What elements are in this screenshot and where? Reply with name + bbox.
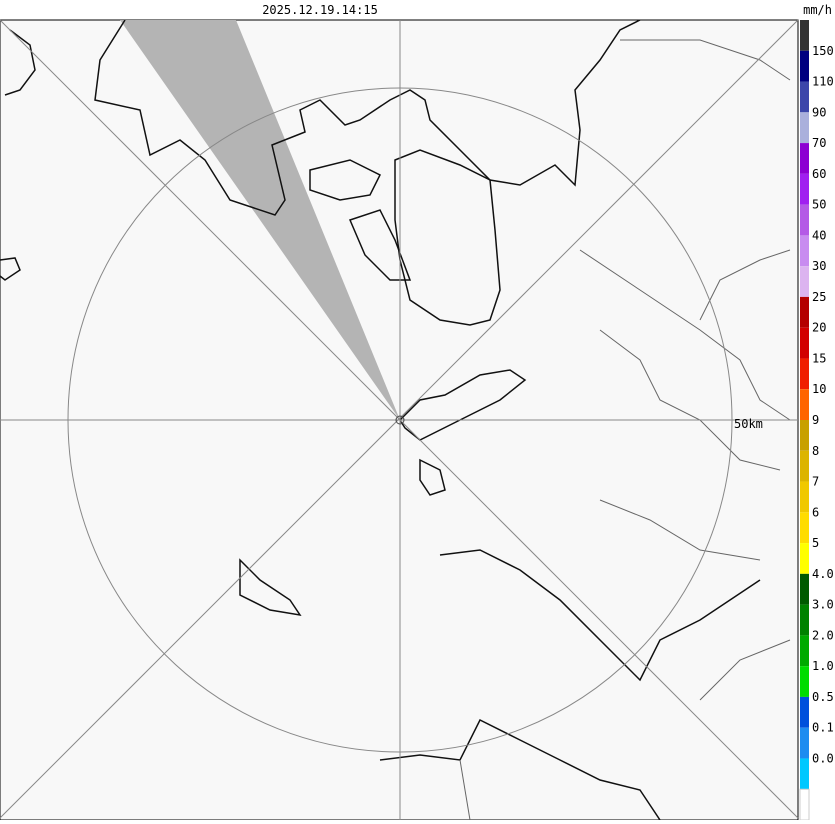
legend-swatch bbox=[800, 543, 809, 574]
legend-swatch bbox=[800, 235, 809, 267]
legend-label: 0.0 bbox=[812, 751, 834, 765]
range-label: 50km bbox=[734, 417, 763, 431]
legend-label: 3.0 bbox=[812, 598, 834, 612]
legend-swatch bbox=[800, 389, 809, 420]
crosshair bbox=[0, 19, 799, 819]
legend-swatch bbox=[800, 758, 809, 790]
radar-beam-block bbox=[120, 20, 400, 420]
range-ring bbox=[67, 87, 733, 753]
legend: 150 110 90 70 60 50 40 30 25 20 15 10 9 8 7 6 5 4.0 3.0 2.0… bbox=[799, 20, 834, 821]
legend-swatch bbox=[800, 20, 809, 51]
legend-label: 20 bbox=[812, 321, 826, 335]
legend-label: 10 bbox=[812, 382, 826, 396]
legend-swatch bbox=[800, 358, 809, 390]
legend-swatch bbox=[800, 420, 809, 451]
legend-swatch bbox=[800, 204, 809, 236]
legend-label: 8 bbox=[812, 444, 819, 458]
legend-label: 2.0 bbox=[812, 628, 834, 642]
legend-swatch bbox=[800, 450, 809, 482]
coastline bbox=[239, 558, 302, 617]
legend-label: 60 bbox=[812, 167, 826, 181]
legend-label: 5 bbox=[812, 536, 819, 550]
legend-unit: mm/h bbox=[803, 3, 832, 17]
legend-label: 6 bbox=[812, 505, 819, 519]
legend-swatch bbox=[800, 727, 809, 759]
legend-label: 9 bbox=[812, 413, 819, 427]
coastline bbox=[419, 458, 446, 496]
legend-label: 110 bbox=[812, 75, 834, 89]
legend-label: 50 bbox=[812, 198, 826, 212]
legend-label: 150 bbox=[812, 44, 834, 58]
legend-swatch bbox=[800, 481, 809, 513]
legend-swatch bbox=[800, 173, 809, 205]
legend-label: 4.0 bbox=[812, 567, 834, 581]
legend-label: 1.0 bbox=[812, 659, 834, 673]
legend-swatch bbox=[799, 788, 810, 821]
legend-swatch bbox=[800, 512, 809, 544]
legend-swatch bbox=[800, 696, 809, 728]
legend-swatch bbox=[800, 143, 809, 174]
legend-label: 25 bbox=[812, 290, 826, 304]
coastline bbox=[439, 549, 761, 682]
legend-swatch bbox=[800, 112, 809, 144]
legend-swatch bbox=[800, 266, 809, 297]
legend-swatch bbox=[800, 666, 809, 697]
coastline bbox=[348, 209, 412, 281]
legend-label: 30 bbox=[812, 259, 826, 273]
legend-swatch bbox=[800, 296, 809, 328]
legend-label: 70 bbox=[812, 136, 826, 150]
legend-label: 15 bbox=[812, 351, 826, 365]
radar-site bbox=[395, 415, 405, 425]
legend-label: 7 bbox=[812, 475, 819, 489]
legend-swatch bbox=[800, 573, 809, 605]
coastline bbox=[309, 159, 382, 201]
coastline bbox=[379, 718, 661, 821]
timestamp: 2025.12.19.14:15 bbox=[262, 3, 378, 17]
coastline bbox=[4, 29, 36, 96]
coastline bbox=[0, 257, 21, 281]
legend-label: 90 bbox=[812, 105, 826, 119]
legend-swatch bbox=[800, 635, 809, 667]
legend-swatch bbox=[800, 327, 809, 359]
legend-swatch bbox=[800, 604, 809, 636]
map: 50km bbox=[0, 19, 799, 821]
legend-label: 40 bbox=[812, 228, 826, 242]
legend-swatch bbox=[800, 50, 809, 82]
legend-label: 0.5 bbox=[812, 690, 834, 704]
coastline bbox=[94, 19, 641, 216]
legend-label: 0.1 bbox=[812, 721, 834, 735]
legend-swatch bbox=[800, 81, 809, 113]
